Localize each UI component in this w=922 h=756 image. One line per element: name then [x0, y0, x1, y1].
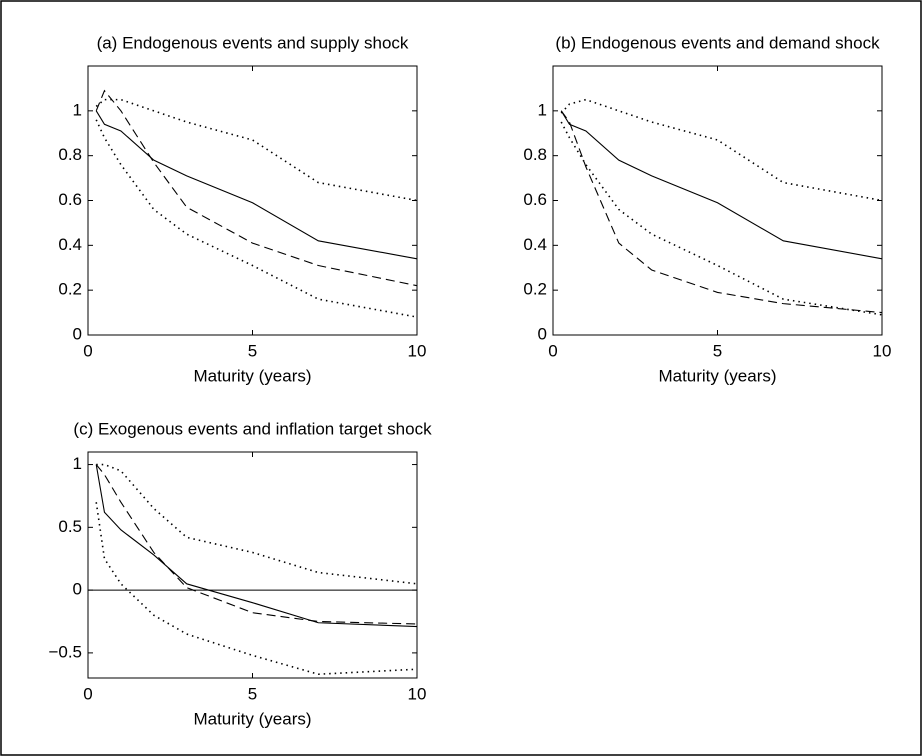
series-line [560, 110, 883, 314]
plot-area-border [87, 65, 418, 336]
plot-area-border [552, 65, 883, 336]
x-tick-label: 10 [408, 341, 427, 360]
x-tick-label: 5 [248, 341, 257, 360]
series-line [95, 89, 418, 287]
y-tick-label: 0.5 [58, 517, 82, 536]
y-tick-label: 1 [73, 100, 82, 119]
x-tick-label: 10 [873, 341, 892, 360]
series-line [560, 121, 883, 316]
series-line [95, 110, 418, 260]
x-axis-label: Maturity (years) [193, 709, 311, 728]
y-tick-label: 1 [538, 100, 547, 119]
x-tick-label: 10 [408, 684, 427, 703]
x-tick-label: 0 [548, 341, 557, 360]
x-tick-label: 0 [83, 684, 92, 703]
plot-area-border [87, 451, 418, 679]
y-tick-label: −0.5 [48, 642, 82, 661]
y-tick-label: 0.2 [523, 280, 547, 299]
series-line [95, 464, 418, 625]
series-line [95, 119, 418, 318]
y-tick-label: 0.4 [58, 235, 82, 254]
subplot-title: (a) Endogenous events and supply shock [97, 33, 409, 52]
series-line [560, 110, 883, 260]
x-tick-label: 5 [713, 341, 722, 360]
x-axis-label: Maturity (years) [193, 366, 311, 385]
y-tick-label: 0.6 [58, 190, 82, 209]
x-axis-label: Maturity (years) [658, 366, 776, 385]
y-tick-label: 0.2 [58, 280, 82, 299]
x-tick-label: 5 [248, 684, 257, 703]
y-tick-label: 0.6 [523, 190, 547, 209]
series-line [560, 98, 883, 202]
y-tick-label: 0 [73, 324, 82, 343]
y-tick-label: 0 [538, 324, 547, 343]
y-tick-label: 1 [73, 454, 82, 473]
y-tick-label: 0.8 [58, 145, 82, 164]
y-tick-label: 0 [73, 580, 82, 599]
y-tick-label: 0.8 [523, 145, 547, 164]
subplot-title: (b) Endogenous events and demand shock [555, 33, 880, 52]
y-tick-label: 0.4 [523, 235, 547, 254]
subplot-title: (c) Exogenous events and inflation targe… [73, 419, 432, 438]
series-line [96, 463, 418, 585]
x-tick-label: 0 [83, 341, 92, 360]
